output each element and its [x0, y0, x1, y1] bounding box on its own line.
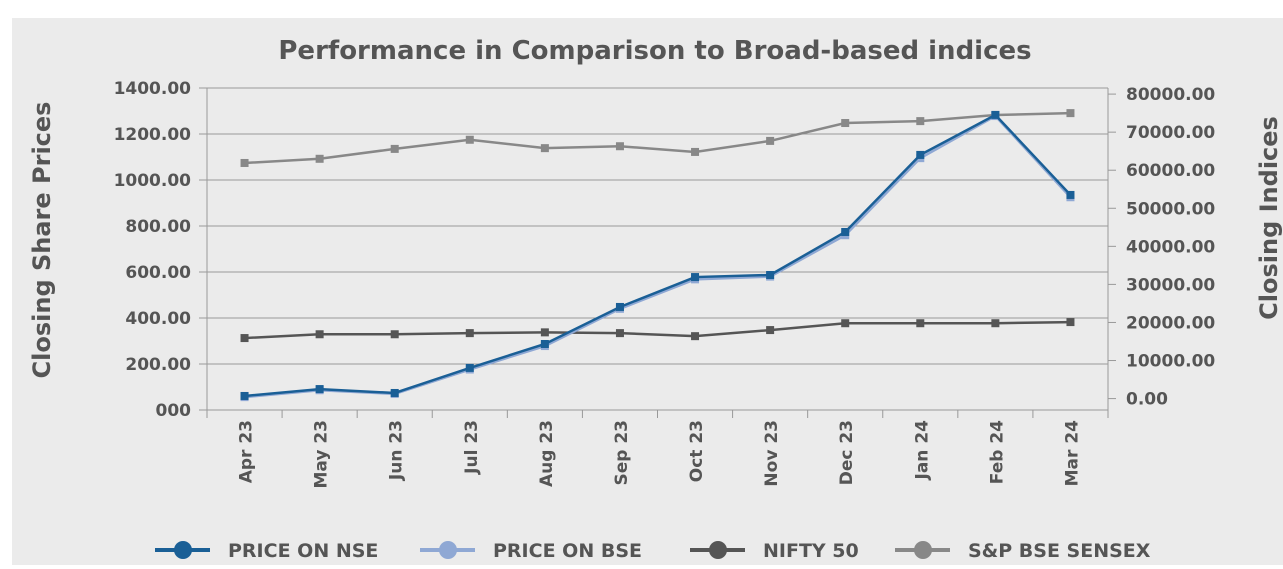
y2-tick-label: 70000.00: [1126, 123, 1215, 143]
y2-tick-label: 0.00: [1126, 390, 1168, 410]
marker: [315, 385, 324, 394]
y-tick-label: 000: [156, 401, 192, 421]
marker: [240, 334, 249, 343]
series-line: [244, 113, 1072, 398]
legend-marker: [439, 541, 457, 559]
marker: [991, 110, 1000, 119]
x-tick-label: Jul 23: [462, 420, 482, 475]
marker: [240, 391, 249, 400]
marker: [240, 158, 249, 167]
y2-tick-label: 30000.00: [1126, 275, 1215, 295]
legend-label: NIFTY 50: [763, 540, 859, 562]
x-tick-label: Jun 23: [387, 420, 407, 481]
legend-marker: [914, 541, 932, 559]
marker: [465, 135, 474, 144]
panel: [12, 18, 1283, 565]
legend-marker: [174, 541, 192, 559]
x-tick-label: Feb 24: [987, 420, 1007, 484]
marker: [615, 329, 624, 338]
marker: [1066, 190, 1075, 199]
marker: [315, 330, 324, 339]
marker: [390, 388, 399, 397]
marker: [615, 302, 624, 311]
legend-label: PRICE ON BSE: [493, 540, 642, 562]
x-tick-label: Mar 24: [1062, 420, 1082, 487]
marker: [691, 273, 700, 282]
marker: [916, 150, 925, 159]
x-tick-label: Jan 24: [912, 420, 932, 481]
marker: [766, 270, 775, 279]
x-tick-label: Oct 23: [687, 420, 707, 482]
legend-label: S&P BSE SENSEX: [968, 540, 1151, 562]
y2-tick-label: 20000.00: [1126, 313, 1215, 333]
marker: [465, 363, 474, 372]
y-tick-label: 400.00: [125, 309, 191, 329]
marker: [1066, 109, 1075, 118]
x-tick-label: Dec 23: [837, 420, 857, 485]
x-tick-label: Aug 23: [537, 420, 557, 487]
marker: [841, 319, 850, 328]
chart-title: Performance in Comparison to Broad-based…: [278, 36, 1031, 66]
y-tick-label: 600.00: [125, 263, 191, 283]
y-axis-label: Closing Share Prices: [28, 102, 56, 379]
y2-tick-label: 50000.00: [1126, 199, 1215, 219]
marker: [1066, 318, 1075, 327]
marker: [916, 319, 925, 328]
marker: [841, 227, 850, 236]
marker: [615, 142, 624, 151]
marker: [540, 144, 549, 153]
marker: [315, 154, 324, 163]
marker: [540, 339, 549, 348]
y2-tick-label: 80000.00: [1126, 85, 1215, 105]
y-tick-label: 1200.00: [114, 125, 192, 145]
y-tick-label: 1000.00: [114, 171, 192, 191]
marker: [766, 326, 775, 335]
y2-tick-label: 40000.00: [1126, 237, 1215, 257]
x-tick-label: Apr 23: [237, 420, 257, 483]
marker: [691, 332, 700, 341]
marker: [841, 119, 850, 128]
series-line: [244, 320, 1071, 340]
legend-marker: [709, 541, 727, 559]
y2-tick-label: 10000.00: [1126, 352, 1215, 372]
y-tick-label: 200.00: [125, 355, 191, 375]
x-tick-label: Sep 23: [612, 420, 632, 486]
series-line: [244, 111, 1071, 165]
y-tick-label: 1400.00: [114, 79, 192, 99]
y2-tick-label: 60000.00: [1126, 161, 1215, 181]
marker: [691, 147, 700, 156]
y2-axis-label: Closing Indices: [1255, 116, 1283, 320]
x-tick-label: May 23: [312, 420, 332, 489]
marker: [390, 144, 399, 153]
marker: [991, 319, 1000, 328]
x-tick-label: Nov 23: [762, 420, 782, 487]
marker: [390, 330, 399, 339]
marker: [766, 136, 775, 145]
marker: [465, 329, 474, 338]
y-tick-label: 800.00: [125, 217, 191, 237]
marker: [540, 328, 549, 337]
marker: [916, 117, 925, 126]
legend-label: PRICE ON NSE: [228, 540, 378, 562]
